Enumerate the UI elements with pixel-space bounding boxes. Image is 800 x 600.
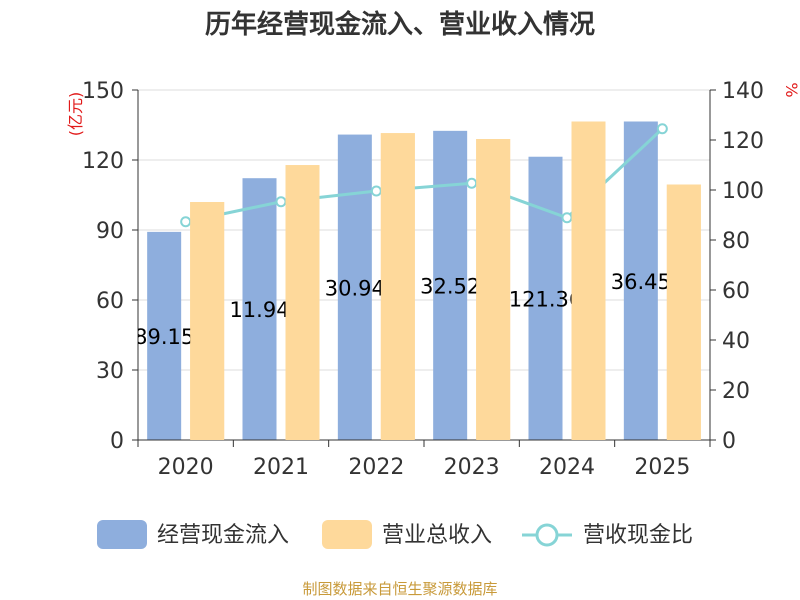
left-tick-label: 150 — [82, 79, 124, 104]
legend: 经营现金流入 营业总收入 营收现金比 — [97, 520, 693, 549]
ratio-point — [180, 216, 192, 228]
data-label-cash-inflow: 89.15 — [134, 325, 194, 349]
bar-revenue-overlay — [571, 121, 606, 440]
left-tick-label: 120 — [82, 149, 124, 174]
x-tick-label: 2023 — [444, 455, 500, 480]
source-note: 制图数据来自恒生聚源数据库 — [302, 580, 497, 598]
legend-swatch-cash-inflow — [97, 520, 147, 549]
legend-label-ratio: 营收现金比 — [583, 523, 693, 548]
right-tick-label: 60 — [722, 279, 750, 304]
left-tick-label: 0 — [110, 429, 124, 454]
right-tick-label: 0 — [722, 429, 736, 454]
left-tick-label: 90 — [96, 219, 124, 244]
bar-revenue-overlay — [476, 139, 511, 440]
bar-cash-inflow — [337, 134, 372, 441]
legend-label-cash-inflow: 经营现金流入 — [157, 523, 289, 548]
right-tick-label: 120 — [722, 129, 764, 154]
x-tick-label: 2021 — [253, 455, 309, 480]
chart-title: 历年经营现金流入、营业收入情况 — [205, 9, 595, 40]
x-tick-label: 2024 — [539, 455, 595, 480]
data-label-cash-inflow: 32.52 — [420, 274, 480, 298]
bar-cash-inflow — [242, 178, 277, 440]
ratio-point — [275, 196, 287, 208]
data-label-cash-inflow: 11.94 — [229, 298, 289, 322]
x-tick-label: 2020 — [158, 455, 214, 480]
data-label-cash-inflow: 30.94 — [325, 276, 385, 300]
left-axis-unit: (亿元) — [66, 92, 85, 137]
right-tick-label: 40 — [722, 329, 750, 354]
left-tick-label: 30 — [96, 359, 124, 384]
x-tick-label: 2022 — [348, 455, 404, 480]
bar-cash-inflow — [623, 121, 658, 440]
bar-revenue-overlay — [666, 184, 701, 440]
ratio-point — [466, 177, 478, 189]
data-labels: 89.15 11.94 30.94 32.52 121.36 36.45 — [134, 121, 701, 440]
right-tick-label: 20 — [722, 379, 750, 404]
right-tick-label: 100 — [722, 179, 764, 204]
ratio-point — [370, 185, 382, 197]
x-tick-label: 2025 — [634, 455, 690, 480]
left-tick-label: 60 — [96, 289, 124, 314]
bar-revenue-overlay — [285, 165, 320, 440]
ratio-point — [561, 212, 573, 224]
bar-cash-inflow — [528, 156, 563, 440]
data-label-cash-inflow: 121.36 — [509, 287, 582, 311]
legend-swatch-ratio-marker — [535, 523, 559, 547]
axes: 0 30 60 90 120 150 0 20 40 60 80 100 120 140 2020 2021 2… — [82, 79, 764, 480]
data-label-cash-inflow: 36.45 — [611, 270, 671, 294]
right-tick-label: 140 — [722, 79, 764, 104]
right-tick-label: 80 — [722, 229, 750, 254]
bar-cash-inflow — [147, 231, 182, 440]
legend-label-revenue: 营业总收入 — [382, 523, 492, 548]
bar-revenue-overlay — [380, 133, 415, 440]
right-axis-unit: % — [782, 82, 800, 97]
legend-swatch-revenue — [322, 520, 372, 549]
bar-cash-inflow — [433, 130, 468, 441]
ratio-point — [656, 123, 668, 135]
bar-revenue-overlay — [190, 202, 225, 440]
